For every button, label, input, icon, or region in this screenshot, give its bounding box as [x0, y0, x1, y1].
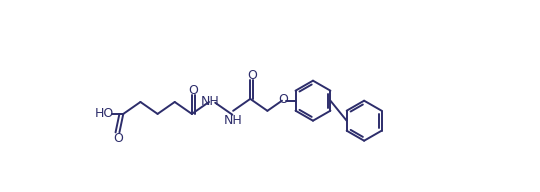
Text: NH: NH	[224, 114, 242, 127]
Text: NH: NH	[200, 95, 219, 108]
Text: O: O	[188, 84, 198, 97]
Text: O: O	[113, 132, 123, 145]
Text: O: O	[279, 94, 288, 106]
Text: O: O	[247, 69, 256, 82]
Text: HO: HO	[95, 107, 114, 120]
